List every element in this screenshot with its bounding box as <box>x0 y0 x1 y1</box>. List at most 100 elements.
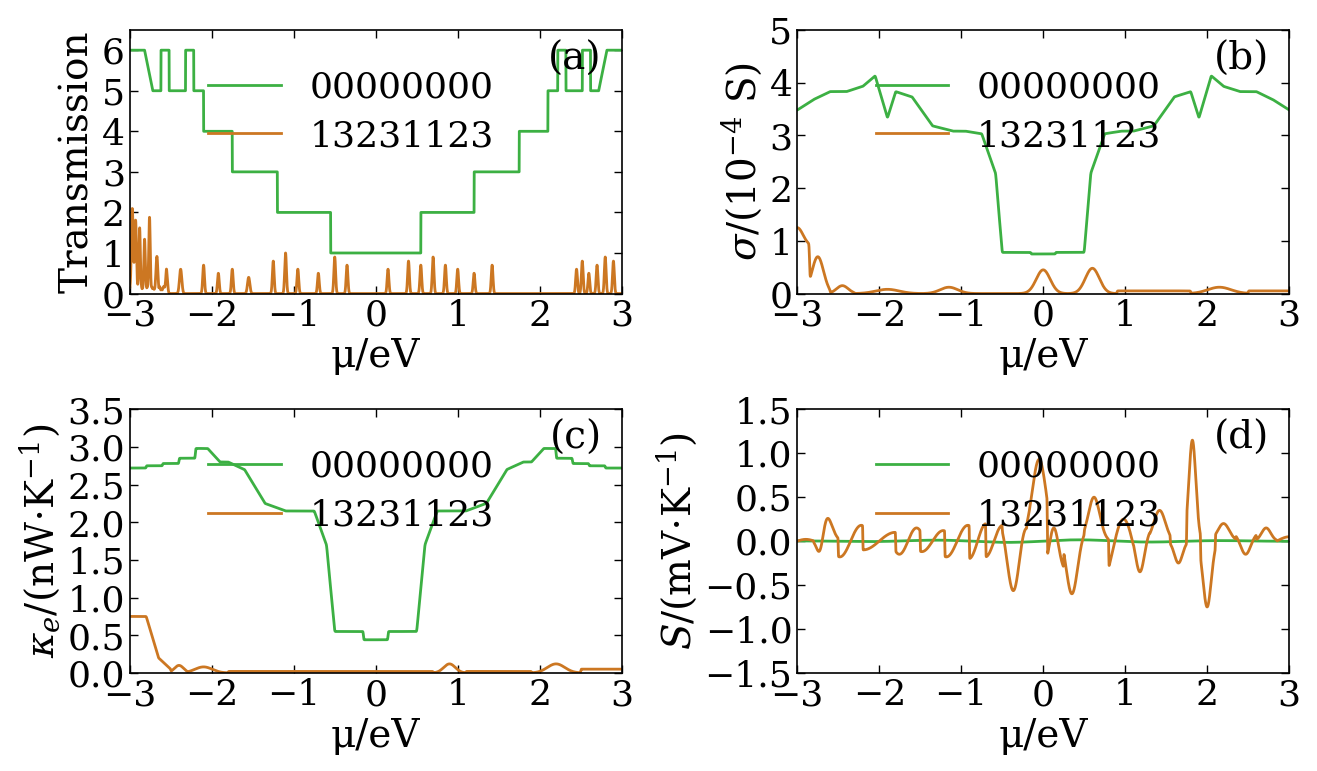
00000000 <box>188 444 204 453</box>
Text: (b): (b) <box>1214 41 1270 78</box>
00000000 <box>975 133 990 142</box>
13231123 <box>789 537 805 546</box>
Text: (a): (a) <box>548 41 602 78</box>
00000000 <box>323 248 338 258</box>
00000000 <box>357 635 373 645</box>
Legend: 00000000, 13231123: 00000000, 13231123 <box>194 436 508 547</box>
00000000 <box>975 537 990 547</box>
13231123 <box>307 289 323 298</box>
13231123 <box>909 289 925 298</box>
13231123 <box>903 529 919 538</box>
13231123 <box>1277 533 1293 542</box>
13231123 <box>980 289 996 298</box>
00000000 <box>236 465 252 474</box>
Y-axis label: $\sigma/(10^{-4}\ \mathrm{S})$: $\sigma/(10^{-4}\ \mathrm{S})$ <box>719 62 764 261</box>
00000000 <box>906 96 922 105</box>
00000000 <box>614 463 630 473</box>
X-axis label: μ/eV: μ/eV <box>331 717 420 754</box>
00000000 <box>867 72 882 81</box>
Y-axis label: $\kappa_e/(\mathrm{nW{\cdot}K^{-1}})$: $\kappa_e/(\mathrm{nW{\cdot}K^{-1}})$ <box>17 424 62 658</box>
00000000 <box>1281 106 1297 115</box>
00000000 <box>1010 537 1026 547</box>
Line: 00000000: 00000000 <box>797 76 1289 254</box>
00000000 <box>238 167 254 177</box>
00000000 <box>909 536 925 545</box>
Line: 13231123: 13231123 <box>130 617 622 673</box>
00000000 <box>1071 535 1087 544</box>
Legend: 00000000, 13231123: 00000000, 13231123 <box>194 56 508 167</box>
13231123 <box>610 289 626 298</box>
Line: 00000000: 00000000 <box>130 50 622 253</box>
Text: (c): (c) <box>549 420 602 457</box>
13231123 <box>975 523 990 532</box>
13231123 <box>220 668 236 678</box>
13231123 <box>307 667 323 676</box>
13231123 <box>1277 287 1293 296</box>
13231123 <box>610 665 626 674</box>
00000000 <box>909 99 925 109</box>
00000000 <box>1025 250 1040 259</box>
Line: 13231123: 13231123 <box>797 440 1289 607</box>
13231123 <box>1010 569 1026 578</box>
Line: 13231123: 13231123 <box>130 209 622 294</box>
13231123 <box>614 665 630 674</box>
Y-axis label: Transmission: Transmission <box>59 31 96 293</box>
X-axis label: μ/eV: μ/eV <box>998 717 1088 754</box>
00000000 <box>906 536 922 545</box>
00000000 <box>122 45 138 55</box>
00000000 <box>610 463 626 473</box>
00000000 <box>342 627 358 636</box>
Text: (d): (d) <box>1214 420 1270 457</box>
13231123 <box>518 289 533 298</box>
X-axis label: μ/eV: μ/eV <box>998 338 1088 375</box>
00000000 <box>342 248 358 258</box>
13231123 <box>906 524 922 534</box>
13231123 <box>241 667 257 676</box>
00000000 <box>1000 538 1015 547</box>
13231123 <box>241 274 257 284</box>
13231123 <box>342 289 358 298</box>
00000000 <box>789 537 805 546</box>
13231123 <box>1198 602 1214 611</box>
13231123 <box>124 204 140 214</box>
13231123 <box>236 289 252 298</box>
13231123 <box>1184 436 1200 445</box>
00000000 <box>238 469 254 478</box>
00000000 <box>903 93 919 102</box>
00000000 <box>614 45 630 55</box>
13231123 <box>614 289 630 298</box>
13231123 <box>238 285 254 295</box>
00000000 <box>1010 248 1026 258</box>
00000000 <box>1281 537 1297 546</box>
13231123 <box>903 288 919 298</box>
00000000 <box>1277 103 1293 113</box>
00000000 <box>1277 537 1293 546</box>
00000000 <box>307 208 323 217</box>
00000000 <box>122 463 138 473</box>
Y-axis label: $S/(\mathrm{mV{\cdot}K^{-1}})$: $S/(\mathrm{mV{\cdot}K^{-1}})$ <box>653 433 699 650</box>
13231123 <box>122 612 138 621</box>
13231123 <box>1010 289 1026 298</box>
00000000 <box>307 509 323 518</box>
Legend: 00000000, 13231123: 00000000, 13231123 <box>861 56 1176 167</box>
13231123 <box>975 289 990 298</box>
13231123 <box>238 667 254 676</box>
13231123 <box>789 224 805 233</box>
Line: 00000000: 00000000 <box>130 449 622 640</box>
00000000 <box>903 536 919 545</box>
00000000 <box>236 167 252 177</box>
Line: 00000000: 00000000 <box>797 540 1289 543</box>
13231123 <box>236 667 252 676</box>
00000000 <box>241 167 257 177</box>
00000000 <box>241 473 257 482</box>
13231123 <box>1281 532 1297 541</box>
Line: 13231123: 13231123 <box>797 228 1289 294</box>
13231123 <box>342 667 358 676</box>
Legend: 00000000, 13231123: 00000000, 13231123 <box>861 436 1176 547</box>
00000000 <box>610 45 626 55</box>
X-axis label: μ/eV: μ/eV <box>331 338 420 375</box>
13231123 <box>122 283 138 292</box>
13231123 <box>909 524 925 533</box>
00000000 <box>789 106 805 115</box>
13231123 <box>906 289 922 298</box>
